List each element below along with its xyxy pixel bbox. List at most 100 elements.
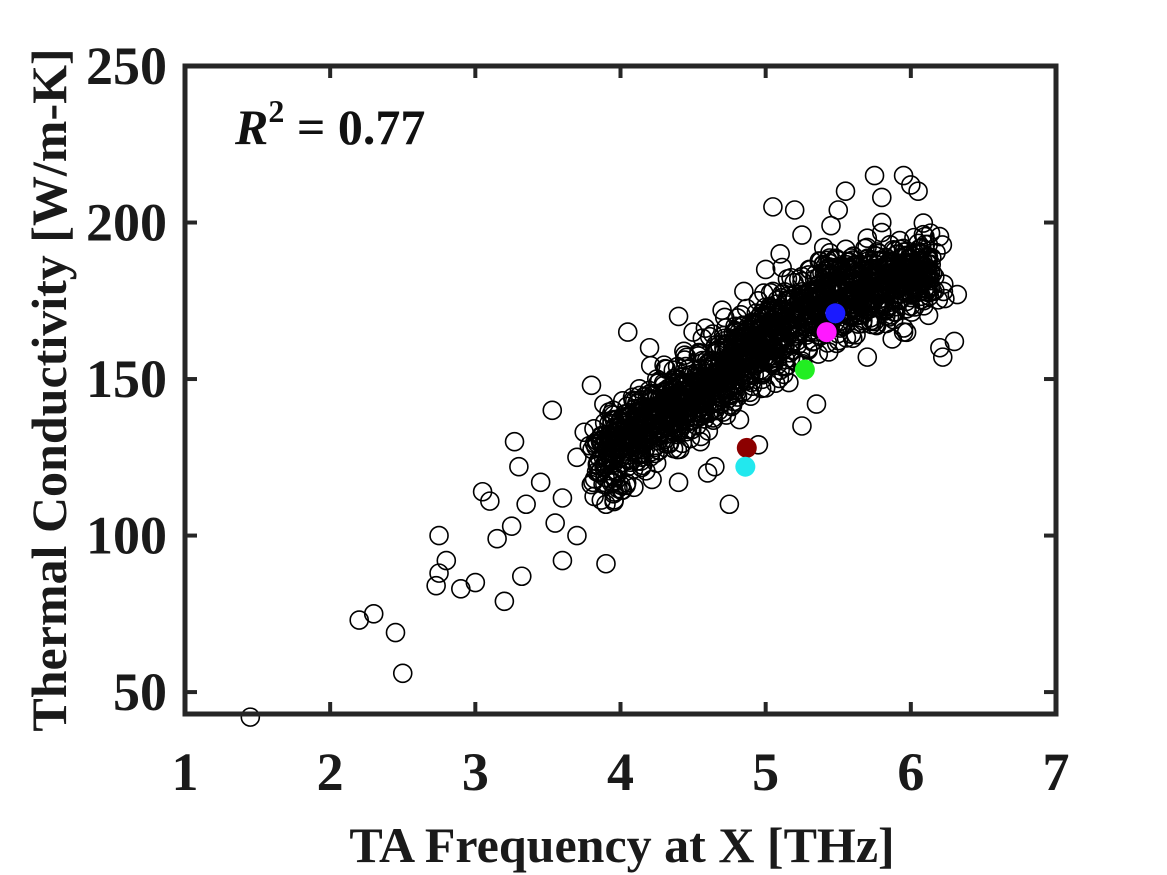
data-point — [799, 259, 820, 280]
cloud-point — [778, 289, 799, 309]
data-point — [770, 244, 790, 264]
x-tick-label: 2 — [317, 742, 344, 802]
cloud-point — [838, 278, 859, 298]
data-point — [792, 225, 812, 245]
cloud-point — [720, 361, 740, 381]
data-point — [719, 369, 740, 389]
highlight-green-point — [794, 359, 815, 380]
data-point — [487, 528, 507, 549]
data-point — [784, 200, 805, 220]
cloud-point — [914, 295, 934, 316]
cloud-point — [818, 342, 839, 362]
data-point — [429, 563, 449, 583]
data-point — [552, 550, 573, 571]
data-point — [545, 513, 565, 533]
data-point — [792, 416, 812, 436]
cloud-point — [703, 350, 723, 371]
cloud-point — [787, 331, 807, 351]
data-point — [828, 265, 849, 286]
data-point — [719, 494, 740, 515]
r-squared-annotation: R2 = 0.77 — [234, 93, 425, 155]
cloud-point — [650, 420, 670, 440]
data-point — [654, 375, 674, 396]
data-point — [480, 491, 500, 511]
data-point — [509, 456, 529, 477]
data-point — [821, 215, 841, 236]
data-point — [581, 375, 602, 396]
cloud-point — [903, 282, 924, 303]
highlight-magenta-point — [816, 322, 837, 343]
data-point — [668, 306, 689, 327]
data-point — [392, 663, 413, 684]
cloud-point — [725, 320, 746, 341]
data-point — [588, 463, 609, 483]
cloud-point — [607, 431, 628, 451]
cloud-point — [935, 288, 955, 309]
cloud-point — [896, 246, 917, 267]
data-point — [828, 200, 849, 220]
data-point — [542, 400, 563, 421]
data-point — [901, 175, 921, 195]
data-point — [516, 494, 536, 515]
cloud-point — [755, 378, 776, 398]
data-points — [240, 165, 968, 727]
cloud-point — [772, 257, 792, 278]
data-point — [845, 300, 866, 320]
cloud-point — [646, 453, 667, 473]
cloud-point — [857, 237, 877, 258]
cloud-point — [663, 418, 684, 438]
cloud-point — [933, 281, 954, 302]
data-point — [646, 369, 667, 389]
cloud-point — [676, 421, 697, 442]
x-tick-label: 4 — [607, 742, 634, 802]
data-point — [683, 322, 703, 342]
cloud-point — [582, 439, 602, 460]
data-point — [879, 256, 899, 277]
cloud-point — [749, 343, 770, 364]
cloud-point — [688, 397, 709, 418]
r-value: = 0.77 — [284, 99, 425, 155]
cloud-point — [816, 261, 836, 282]
cloud-point — [892, 269, 913, 289]
cloud-point — [790, 320, 811, 341]
r-symbol: R — [234, 99, 268, 155]
data-point — [947, 284, 968, 305]
cloud-point — [860, 288, 880, 309]
data-point — [501, 516, 522, 536]
data-point — [632, 431, 653, 452]
data-point — [806, 281, 827, 302]
cloud-point — [867, 242, 888, 262]
cloud-point — [730, 371, 751, 392]
cloud-point — [932, 235, 953, 255]
data-point — [363, 604, 384, 624]
cloud-point — [683, 403, 703, 423]
data-point — [784, 306, 805, 327]
data-point — [726, 331, 747, 352]
cloud-point — [857, 292, 877, 313]
data-point — [574, 422, 595, 443]
cloud-point — [649, 371, 670, 391]
y-tick-labels: 50 100 150 200 250 — [86, 36, 167, 722]
cloud-point — [720, 384, 741, 404]
highlight-cyan-point — [735, 456, 756, 477]
cloud-point — [901, 285, 921, 305]
data-point — [385, 622, 406, 643]
cloud-point — [764, 351, 785, 372]
data-point — [240, 707, 261, 727]
cloud-point — [918, 305, 939, 326]
cloud-point — [933, 274, 954, 295]
highlighted-points — [735, 303, 846, 477]
cloud-point — [907, 268, 928, 289]
data-point — [763, 281, 783, 302]
data-point — [552, 488, 573, 508]
data-point — [617, 322, 638, 342]
axis-ticks — [183, 64, 1058, 714]
cloud-point — [678, 402, 698, 423]
y-tick-label: 250 — [86, 36, 167, 96]
cloud-point — [601, 404, 622, 424]
cloud-point — [913, 224, 934, 245]
highlight-darkred-point — [736, 437, 757, 458]
cloud-point — [885, 252, 905, 272]
cloud-point — [797, 325, 817, 345]
